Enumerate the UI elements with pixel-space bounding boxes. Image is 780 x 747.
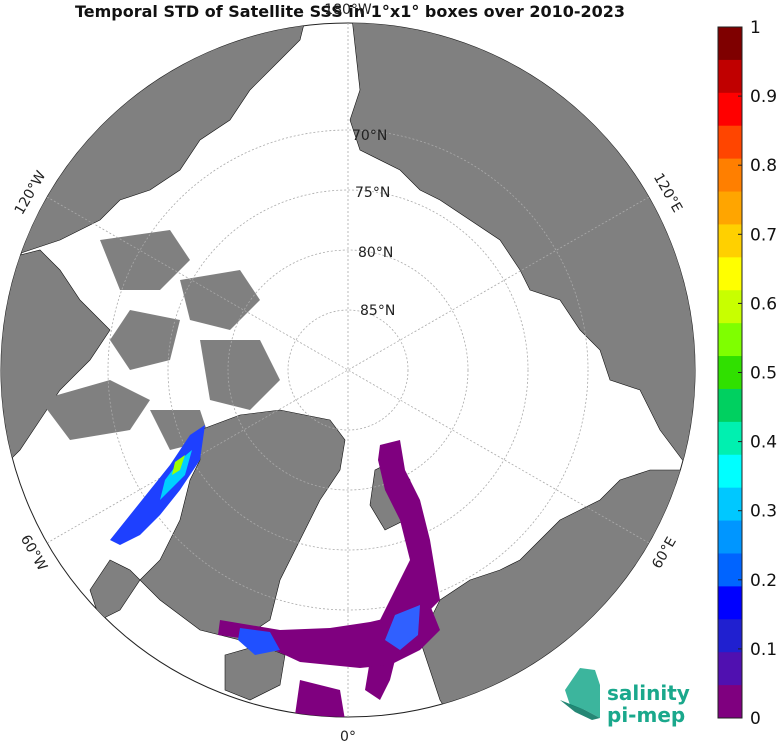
- colorbar-segment: [718, 191, 742, 225]
- colorbar-segment: [718, 92, 742, 127]
- cells-baffin-bay: [110, 425, 205, 545]
- colorbar-tick-label: 0.7: [750, 225, 777, 245]
- lon-label-60e: 60°E: [649, 534, 680, 571]
- salinity-pi-mep-logo: salinity pi-mep: [560, 668, 690, 727]
- cells-north-atlantic: [295, 680, 345, 717]
- colorbar-segment: [718, 454, 742, 489]
- map-title: Temporal STD of Satellite SSS in 1°x1° b…: [74, 2, 626, 21]
- lon-label-180w: 180°W: [324, 2, 372, 18]
- logo-pimep-text: pi-mep: [607, 703, 685, 727]
- colorbar-segment: [718, 487, 742, 522]
- cells-norway-coast: [385, 605, 420, 650]
- colorbar-segment: [718, 685, 742, 719]
- colorbar-segment: [718, 421, 742, 456]
- colorbar-tick-label: 0.3: [750, 502, 777, 522]
- colorbar-segment: [718, 553, 742, 587]
- colorbar-tick-label: 0.9: [750, 87, 777, 107]
- colorbar-tick-label: 0.5: [750, 364, 777, 384]
- colorbar-segment: [718, 290, 742, 324]
- colorbar-tick-label: 1: [750, 18, 761, 38]
- colorbar-segment: [718, 323, 742, 357]
- colorbar-tick-label: 0: [750, 709, 761, 729]
- colorbar-segment: [718, 27, 742, 61]
- colorbar-segment: [718, 586, 742, 620]
- colorbar-segment: [718, 158, 742, 193]
- colorbar-segment: [718, 59, 742, 94]
- lat-label-80: 80°N: [358, 245, 393, 261]
- colorbar-tick-label: 0.2: [750, 571, 777, 591]
- colorbar-segment: [718, 125, 742, 160]
- land-canada-mainland: [1, 249, 111, 471]
- land-island-5: [40, 380, 150, 440]
- lat-label-85: 85°N: [360, 303, 395, 319]
- logo-salinity-text: salinity: [607, 681, 690, 705]
- lat-label-70: 70°N: [352, 128, 387, 144]
- colorbar-segment: [718, 520, 742, 554]
- colorbar-tick-label: 0.1: [750, 640, 777, 660]
- lat-label-75: 75°N: [355, 185, 390, 201]
- graticule: [46, 23, 650, 717]
- colorbar-segment: [718, 652, 742, 686]
- colorbar-segment: [718, 224, 742, 258]
- land-island-4: [200, 340, 280, 410]
- lon-label-0: 0°: [340, 729, 356, 745]
- colorbar-segment: [718, 257, 742, 291]
- colorbar-tick-label: 0.6: [750, 294, 777, 314]
- colorbar-tick-label: 0.8: [750, 156, 777, 176]
- std-cells: [110, 425, 440, 717]
- colorbar: 1 0.9 0.8 0.7 0.6 0.5 0.4 0.3 0.2 0.1 0: [717, 18, 777, 729]
- cells-east-greenland: [238, 628, 280, 655]
- cells-baffin-bay-peak: [172, 455, 185, 475]
- colorbar-segment: [718, 388, 742, 423]
- cells-baffin-bay-high: [160, 450, 192, 500]
- colorbar-tick-label: 0.4: [750, 433, 777, 453]
- colorbar-segment: [718, 619, 742, 653]
- land-greenland: [89, 409, 346, 641]
- cells-norwegian-sea: [218, 605, 440, 668]
- land-island-3: [110, 310, 180, 370]
- land-island-1: [100, 230, 190, 290]
